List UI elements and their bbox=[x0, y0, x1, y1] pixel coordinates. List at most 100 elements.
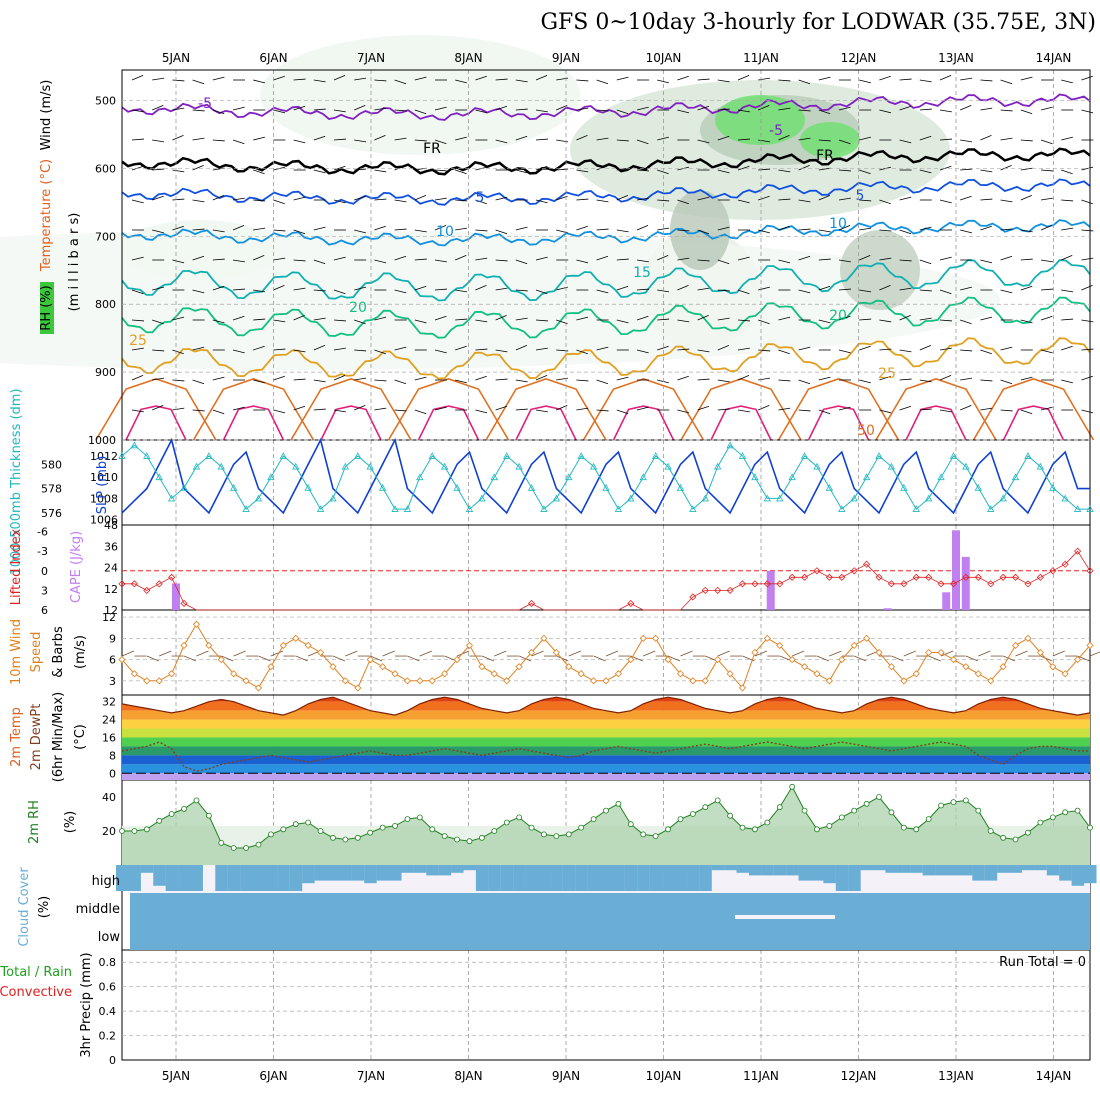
wind10m-point bbox=[1049, 663, 1057, 671]
wind-barb bbox=[434, 224, 447, 231]
wind-barb bbox=[677, 75, 689, 81]
wind-barb bbox=[535, 138, 548, 141]
lifted-index-point bbox=[937, 580, 945, 588]
wind-barb bbox=[1061, 199, 1074, 202]
wind-barb bbox=[919, 344, 932, 351]
wind-barb bbox=[1000, 109, 1013, 112]
wind-barb bbox=[333, 289, 346, 295]
wind-barb bbox=[455, 136, 467, 141]
wind-barb bbox=[192, 164, 204, 171]
rh2m-point bbox=[640, 831, 647, 838]
wind-barb bbox=[798, 164, 810, 171]
wind10m-point bbox=[354, 684, 362, 692]
wind-barb bbox=[535, 165, 548, 171]
wind-barb bbox=[475, 409, 488, 414]
wind-barb bbox=[273, 199, 285, 205]
wind-barb bbox=[939, 319, 952, 322]
slp-point bbox=[763, 494, 772, 502]
y-tick-temp: 24 bbox=[102, 714, 116, 727]
rh2m-point bbox=[603, 807, 609, 814]
wind-barb bbox=[1081, 109, 1094, 114]
wind10m-point bbox=[478, 663, 486, 671]
wind-barb bbox=[596, 289, 609, 294]
y-tick-pressure: 500 bbox=[95, 95, 116, 108]
temp-contour-30-arc-0 bbox=[95, 378, 217, 441]
wind-barb bbox=[313, 79, 326, 83]
wind-barb bbox=[818, 409, 831, 415]
wind-barb bbox=[1081, 319, 1094, 323]
wind-barb bbox=[455, 199, 468, 202]
slp-point bbox=[676, 483, 685, 491]
wind-barb bbox=[980, 134, 992, 141]
cloud-high-bar bbox=[339, 865, 352, 881]
wind10m-point bbox=[1086, 641, 1094, 649]
wind-barb bbox=[273, 229, 286, 232]
wind-barb bbox=[758, 286, 770, 291]
cloud-high-bar bbox=[997, 865, 1010, 873]
wind-barb bbox=[778, 198, 791, 201]
cape-bar bbox=[766, 571, 775, 610]
wind-barb bbox=[434, 197, 447, 201]
wind-barb bbox=[313, 108, 326, 111]
rh2m-point bbox=[838, 814, 845, 821]
rh2m-point bbox=[292, 821, 299, 828]
temp-contour-35-arc-3 bbox=[417, 405, 480, 441]
slp-point bbox=[974, 483, 982, 491]
wind10m-point bbox=[863, 634, 871, 642]
rh2m-point bbox=[131, 828, 138, 834]
lifted-index-point bbox=[130, 580, 138, 588]
temp-contour-30-arc-1 bbox=[192, 378, 315, 441]
rh2m-point bbox=[665, 826, 671, 833]
wind-barb bbox=[455, 345, 467, 351]
cloud-high-bar bbox=[351, 865, 365, 881]
wind-barb bbox=[232, 139, 245, 145]
wind-barb bbox=[1020, 109, 1033, 115]
wind10m-barb bbox=[816, 655, 830, 662]
wind-barb bbox=[596, 409, 609, 412]
wind-barb bbox=[333, 347, 346, 351]
slp-point bbox=[391, 505, 399, 512]
wind-barb bbox=[1040, 259, 1053, 263]
wind-barb bbox=[394, 228, 407, 231]
cloud-high-bar bbox=[761, 865, 774, 876]
wind-barb bbox=[919, 259, 932, 265]
wind-barb bbox=[273, 409, 286, 414]
wind-barb bbox=[758, 404, 770, 411]
wind-barb bbox=[576, 79, 589, 82]
wind10m-point bbox=[292, 634, 300, 642]
wind-barb bbox=[879, 348, 892, 351]
rh2m-point bbox=[168, 811, 175, 817]
slp-point bbox=[937, 473, 945, 481]
label-cloud: Cloud Cover bbox=[17, 867, 32, 947]
slp-point bbox=[540, 505, 548, 512]
cloud-high-bar bbox=[302, 865, 315, 884]
wind-barb bbox=[394, 289, 407, 294]
cloud-high-bar bbox=[215, 865, 228, 891]
rh2m-point bbox=[578, 824, 585, 831]
wind-barb bbox=[374, 316, 387, 321]
wind-barb bbox=[253, 254, 265, 261]
wind10m-barb bbox=[345, 650, 358, 657]
label-millibars: (m i l l i b a r s) bbox=[67, 213, 82, 312]
rh2m-point bbox=[714, 797, 721, 804]
wind-barb bbox=[192, 379, 205, 385]
wind-barb bbox=[232, 259, 245, 263]
wind-barb bbox=[212, 139, 225, 142]
wind-barb bbox=[859, 79, 871, 84]
wind-barb bbox=[293, 139, 306, 144]
cape-bar bbox=[942, 592, 951, 610]
lifted-index-point bbox=[825, 573, 833, 581]
wind-barb bbox=[576, 198, 589, 201]
wind-barb bbox=[1061, 345, 1073, 351]
wind10m-barb bbox=[456, 650, 470, 657]
wind-barb bbox=[778, 316, 791, 321]
rh2m-point bbox=[727, 812, 734, 819]
wind-barb bbox=[778, 349, 790, 355]
cloud-high-bar bbox=[140, 865, 154, 873]
wind-barb bbox=[960, 377, 973, 381]
wind-barb bbox=[899, 349, 912, 353]
label-wind10m-speed: Speed bbox=[29, 632, 44, 673]
wind-barb bbox=[636, 288, 649, 291]
wind-barb bbox=[1040, 106, 1053, 111]
wind-barb bbox=[172, 79, 185, 82]
